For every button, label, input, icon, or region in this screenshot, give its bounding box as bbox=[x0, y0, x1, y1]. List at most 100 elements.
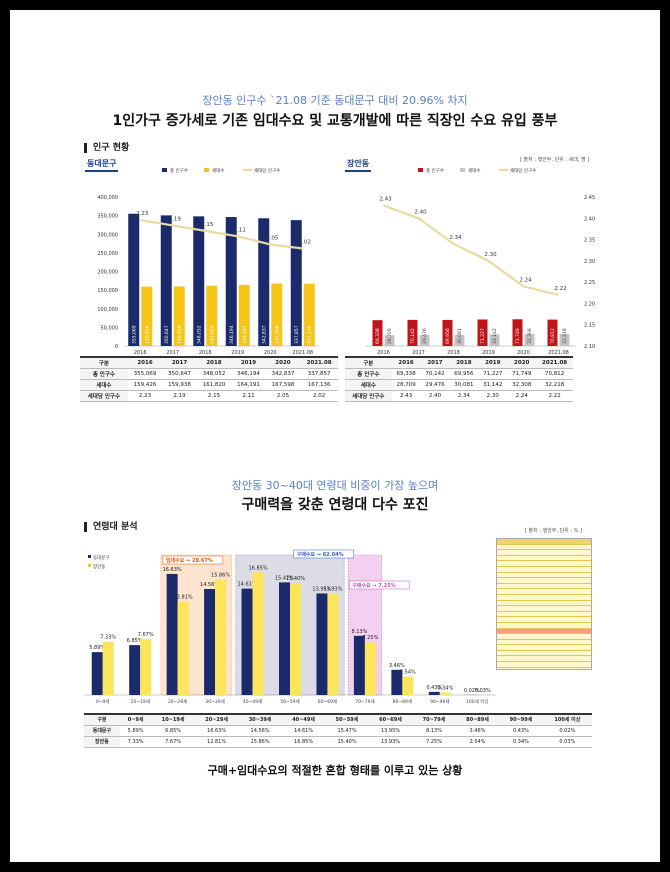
bar-households bbox=[384, 335, 395, 346]
bar-data-label: 70,142 bbox=[410, 328, 416, 344]
table-row: 세대수 28,709 29,476 30,081 31,142 32,308 32,218 bbox=[345, 379, 573, 391]
legend-label: 동대문구 bbox=[93, 554, 110, 561]
table-cell: 164,191 bbox=[231, 379, 266, 391]
table-cell: 2.43 bbox=[391, 390, 421, 402]
section1-source: [ 출처 : 행안부, 단위 : 세대, 명 ] bbox=[520, 157, 590, 163]
bar-dongdaemun bbox=[204, 589, 216, 695]
table-cell: 장안동 bbox=[84, 736, 120, 748]
annotation-label: 구매수요 ⇒ 7.25% bbox=[352, 582, 395, 589]
line-data-label: 2.19 bbox=[169, 216, 182, 222]
legend-swatch bbox=[418, 168, 423, 172]
ranking-row bbox=[497, 589, 591, 595]
annotation-box bbox=[348, 580, 410, 590]
bar-households bbox=[419, 335, 430, 346]
table-cell: 5.89% bbox=[119, 725, 152, 737]
bar-households bbox=[303, 283, 315, 346]
table-cell: 2.15 bbox=[196, 390, 232, 402]
bar-population bbox=[442, 319, 453, 346]
bar-data-label: 7.25% bbox=[362, 635, 378, 641]
ranking-row bbox=[497, 628, 591, 635]
line-data-label: 2.02 bbox=[299, 239, 311, 245]
bar-data-label: 161,820 bbox=[209, 325, 215, 344]
bar-data-label: 337,857 bbox=[294, 325, 300, 344]
table-cell: 7.25% bbox=[412, 736, 456, 748]
ranking-row bbox=[497, 612, 591, 618]
bar-data-label: 15.40% bbox=[286, 576, 305, 582]
y-tick-label: 350,000 bbox=[97, 214, 118, 220]
x-tick-label: 2017 bbox=[166, 350, 179, 356]
table-cell: 세대수 bbox=[80, 379, 128, 391]
bar-dongdaemun bbox=[91, 652, 103, 695]
legend-label: 총 인구수 bbox=[170, 167, 188, 174]
table-cell: 346,194 bbox=[231, 368, 266, 380]
bar-data-label: 69,338 bbox=[375, 328, 381, 344]
ranking-row bbox=[497, 573, 591, 579]
table-jangan: 구분 2016 2017 2018 2019 2020 2021.08 총 인구수 69,338… bbox=[345, 356, 573, 402]
bar-data-label: 14.61% bbox=[238, 582, 257, 588]
bar-data-label: 7.67% bbox=[138, 632, 154, 638]
page: 장안동 인구수 `21.08 기준 동대문구 대비 20.96% 차지 1인가구… bbox=[10, 10, 660, 862]
bar-jangan bbox=[177, 601, 189, 695]
bar-households bbox=[524, 333, 535, 346]
caption: 구매+임대수요의 적절한 혼합 형태를 이루고 있는 상황 bbox=[10, 762, 660, 778]
table-cell: 50~59세 bbox=[325, 713, 369, 726]
bar-data-label: 12.81% bbox=[174, 595, 193, 601]
bar-households bbox=[206, 285, 218, 346]
ranking-row bbox=[497, 606, 591, 612]
legend-swatch bbox=[204, 168, 209, 172]
table-cell: 13.93% bbox=[368, 736, 413, 748]
table-cell: 28,709 bbox=[391, 379, 421, 391]
table-cell: 40~49세 bbox=[281, 713, 326, 726]
table-row: 세대당 인구수 2.23 2.19 2.15 2.11 2.05 2.02 bbox=[80, 390, 338, 402]
annotation-label: 구매수요 ⇒ 62.04% bbox=[297, 551, 344, 558]
section1-label: 인구 현황 bbox=[84, 143, 129, 153]
bar-data-label: 0.03% bbox=[475, 688, 491, 694]
table-cell: 71,749 bbox=[507, 368, 537, 380]
table-cell: 100세 이상 bbox=[542, 713, 592, 726]
ranking-row bbox=[497, 567, 591, 573]
bar-population bbox=[225, 217, 237, 346]
bar-population bbox=[290, 220, 302, 346]
y-right-tick-label: 2.30 bbox=[584, 259, 595, 265]
table-header-row: 구분 0~9세 10~19세 20~29세 30~39세 40~49세 50~59세 60~6… bbox=[84, 713, 592, 726]
bar-data-label: 29,476 bbox=[422, 328, 428, 344]
table-cell: 구분 bbox=[345, 356, 392, 369]
table-cell: 13.95% bbox=[368, 725, 413, 737]
bar-data-label: 159,426 bbox=[144, 325, 150, 344]
table-row: 장안동 7.33% 7.67% 12.81% 15.86% 16.85% 15.40% 13.… bbox=[84, 736, 592, 748]
y-tick-label: 100,000 bbox=[97, 307, 118, 313]
table-cell: 2020 bbox=[265, 356, 301, 369]
table-cell: 세대당 인구수 bbox=[80, 390, 128, 402]
ranking-row bbox=[497, 662, 591, 668]
x-tick-label: 90~99세 bbox=[430, 698, 449, 705]
bar-data-label: 14.56% bbox=[200, 582, 219, 588]
table-cell: 350,647 bbox=[162, 368, 197, 380]
chart-dongdaemun: 총 인구수 세대수 세대당 인구수 400,000 350,000 300,000 250,… bbox=[97, 167, 319, 356]
section1-title: 1인가구 증가세로 기존 임대수요 및 교통개발에 따른 직장인 수요 유입 풍… bbox=[112, 113, 558, 129]
table-cell: 구분 bbox=[80, 356, 128, 369]
bar-data-label: 69,956 bbox=[445, 328, 451, 344]
bar-data-label: 71,227 bbox=[480, 328, 486, 344]
x-tick-label: 2016 bbox=[134, 350, 147, 356]
ranking-row bbox=[497, 578, 591, 584]
table-cell: 60~69세 bbox=[368, 713, 413, 726]
table-cell: 69,956 bbox=[449, 368, 479, 380]
bar-data-label: 342,837 bbox=[261, 325, 267, 344]
bar-population bbox=[512, 319, 523, 346]
y-right-tick-label: 2.40 bbox=[584, 216, 595, 222]
legend-label: 총 인구수 bbox=[426, 167, 444, 174]
section2-label: 연령대 분석 bbox=[84, 522, 138, 532]
bar-households bbox=[489, 334, 500, 346]
x-tick-label: 2016 bbox=[377, 350, 390, 356]
line-data-label: 2.11 bbox=[234, 227, 246, 233]
table-cell: 29,476 bbox=[420, 379, 450, 391]
line-data-label: 2.15 bbox=[201, 222, 214, 228]
x-tick-label: 2019 bbox=[231, 350, 244, 356]
bar-data-label: 159,938 bbox=[177, 325, 183, 344]
table-cell: 30~39세 bbox=[238, 713, 282, 726]
bar-jangan bbox=[327, 593, 339, 695]
ranking-row bbox=[497, 550, 591, 556]
x-tick-label: 30~39세 bbox=[205, 698, 224, 705]
x-tick-label: 2019 bbox=[482, 350, 495, 356]
table-cell: 0.43% bbox=[499, 725, 543, 737]
